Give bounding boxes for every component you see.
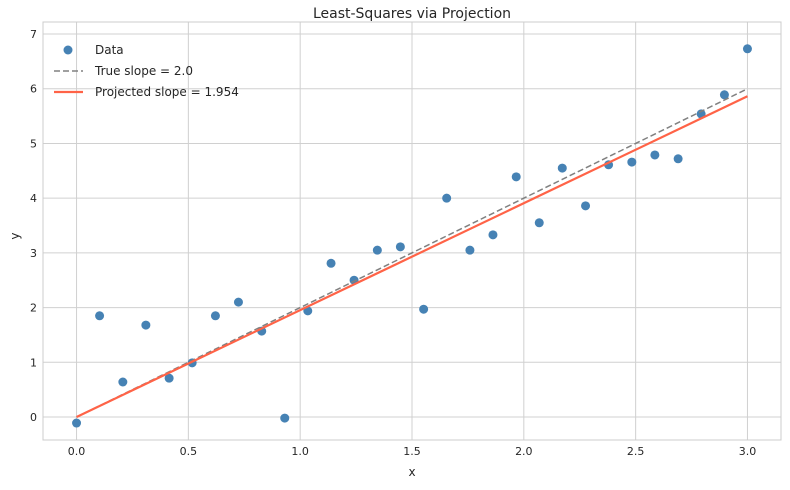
data-point — [395, 242, 405, 252]
x-tick-label: 0.5 — [180, 445, 198, 458]
data-point — [118, 377, 128, 387]
data-point — [72, 418, 82, 428]
y-tick-label: 0 — [30, 411, 37, 424]
data-point — [719, 90, 729, 100]
data-point — [164, 373, 174, 383]
data-point — [326, 258, 336, 268]
projected-slope-line — [76, 95, 748, 419]
data-point — [650, 150, 660, 160]
data-point — [511, 172, 521, 182]
data-point — [372, 245, 382, 255]
y-tick-label: 5 — [30, 137, 37, 150]
data-point — [627, 157, 637, 167]
data-point — [280, 413, 290, 423]
y-tick-label: 1 — [30, 356, 37, 369]
x-tick-label: 1.0 — [291, 445, 309, 458]
data-point — [673, 154, 683, 164]
x-axis-label: x — [408, 465, 415, 479]
y-tick-label: 2 — [30, 302, 37, 315]
y-tick-label: 7 — [30, 28, 37, 41]
true-slope-line — [76, 88, 748, 418]
x-tick-label: 3.0 — [739, 445, 757, 458]
legend-label: Projected slope = 1.954 — [95, 85, 239, 99]
x-tick-label: 1.5 — [403, 445, 421, 458]
data-point — [419, 304, 429, 314]
data-point — [581, 201, 591, 211]
legend-label: Data — [95, 43, 124, 57]
x-tick-label: 2.5 — [627, 445, 645, 458]
data-point — [742, 44, 752, 54]
data-point — [141, 320, 151, 330]
data-point — [210, 311, 220, 321]
data-point — [442, 193, 452, 203]
data-point — [233, 297, 243, 307]
legend-label: True slope = 2.0 — [94, 64, 193, 78]
y-tick-label: 3 — [30, 247, 37, 260]
data-point — [95, 311, 105, 321]
y-tick-label: 6 — [30, 83, 37, 96]
y-tick-label: 4 — [30, 192, 37, 205]
data-point — [557, 163, 567, 173]
data-point — [488, 230, 498, 240]
x-tick-label: 2.0 — [515, 445, 533, 458]
chart-title: Least-Squares via Projection — [313, 6, 511, 22]
data-point — [465, 245, 475, 255]
legend-marker-data — [63, 45, 73, 55]
plot-frame — [42, 21, 782, 441]
x-tick-label: 0.0 — [68, 445, 86, 458]
data-point — [534, 218, 544, 228]
y-axis-label: y — [8, 232, 22, 239]
